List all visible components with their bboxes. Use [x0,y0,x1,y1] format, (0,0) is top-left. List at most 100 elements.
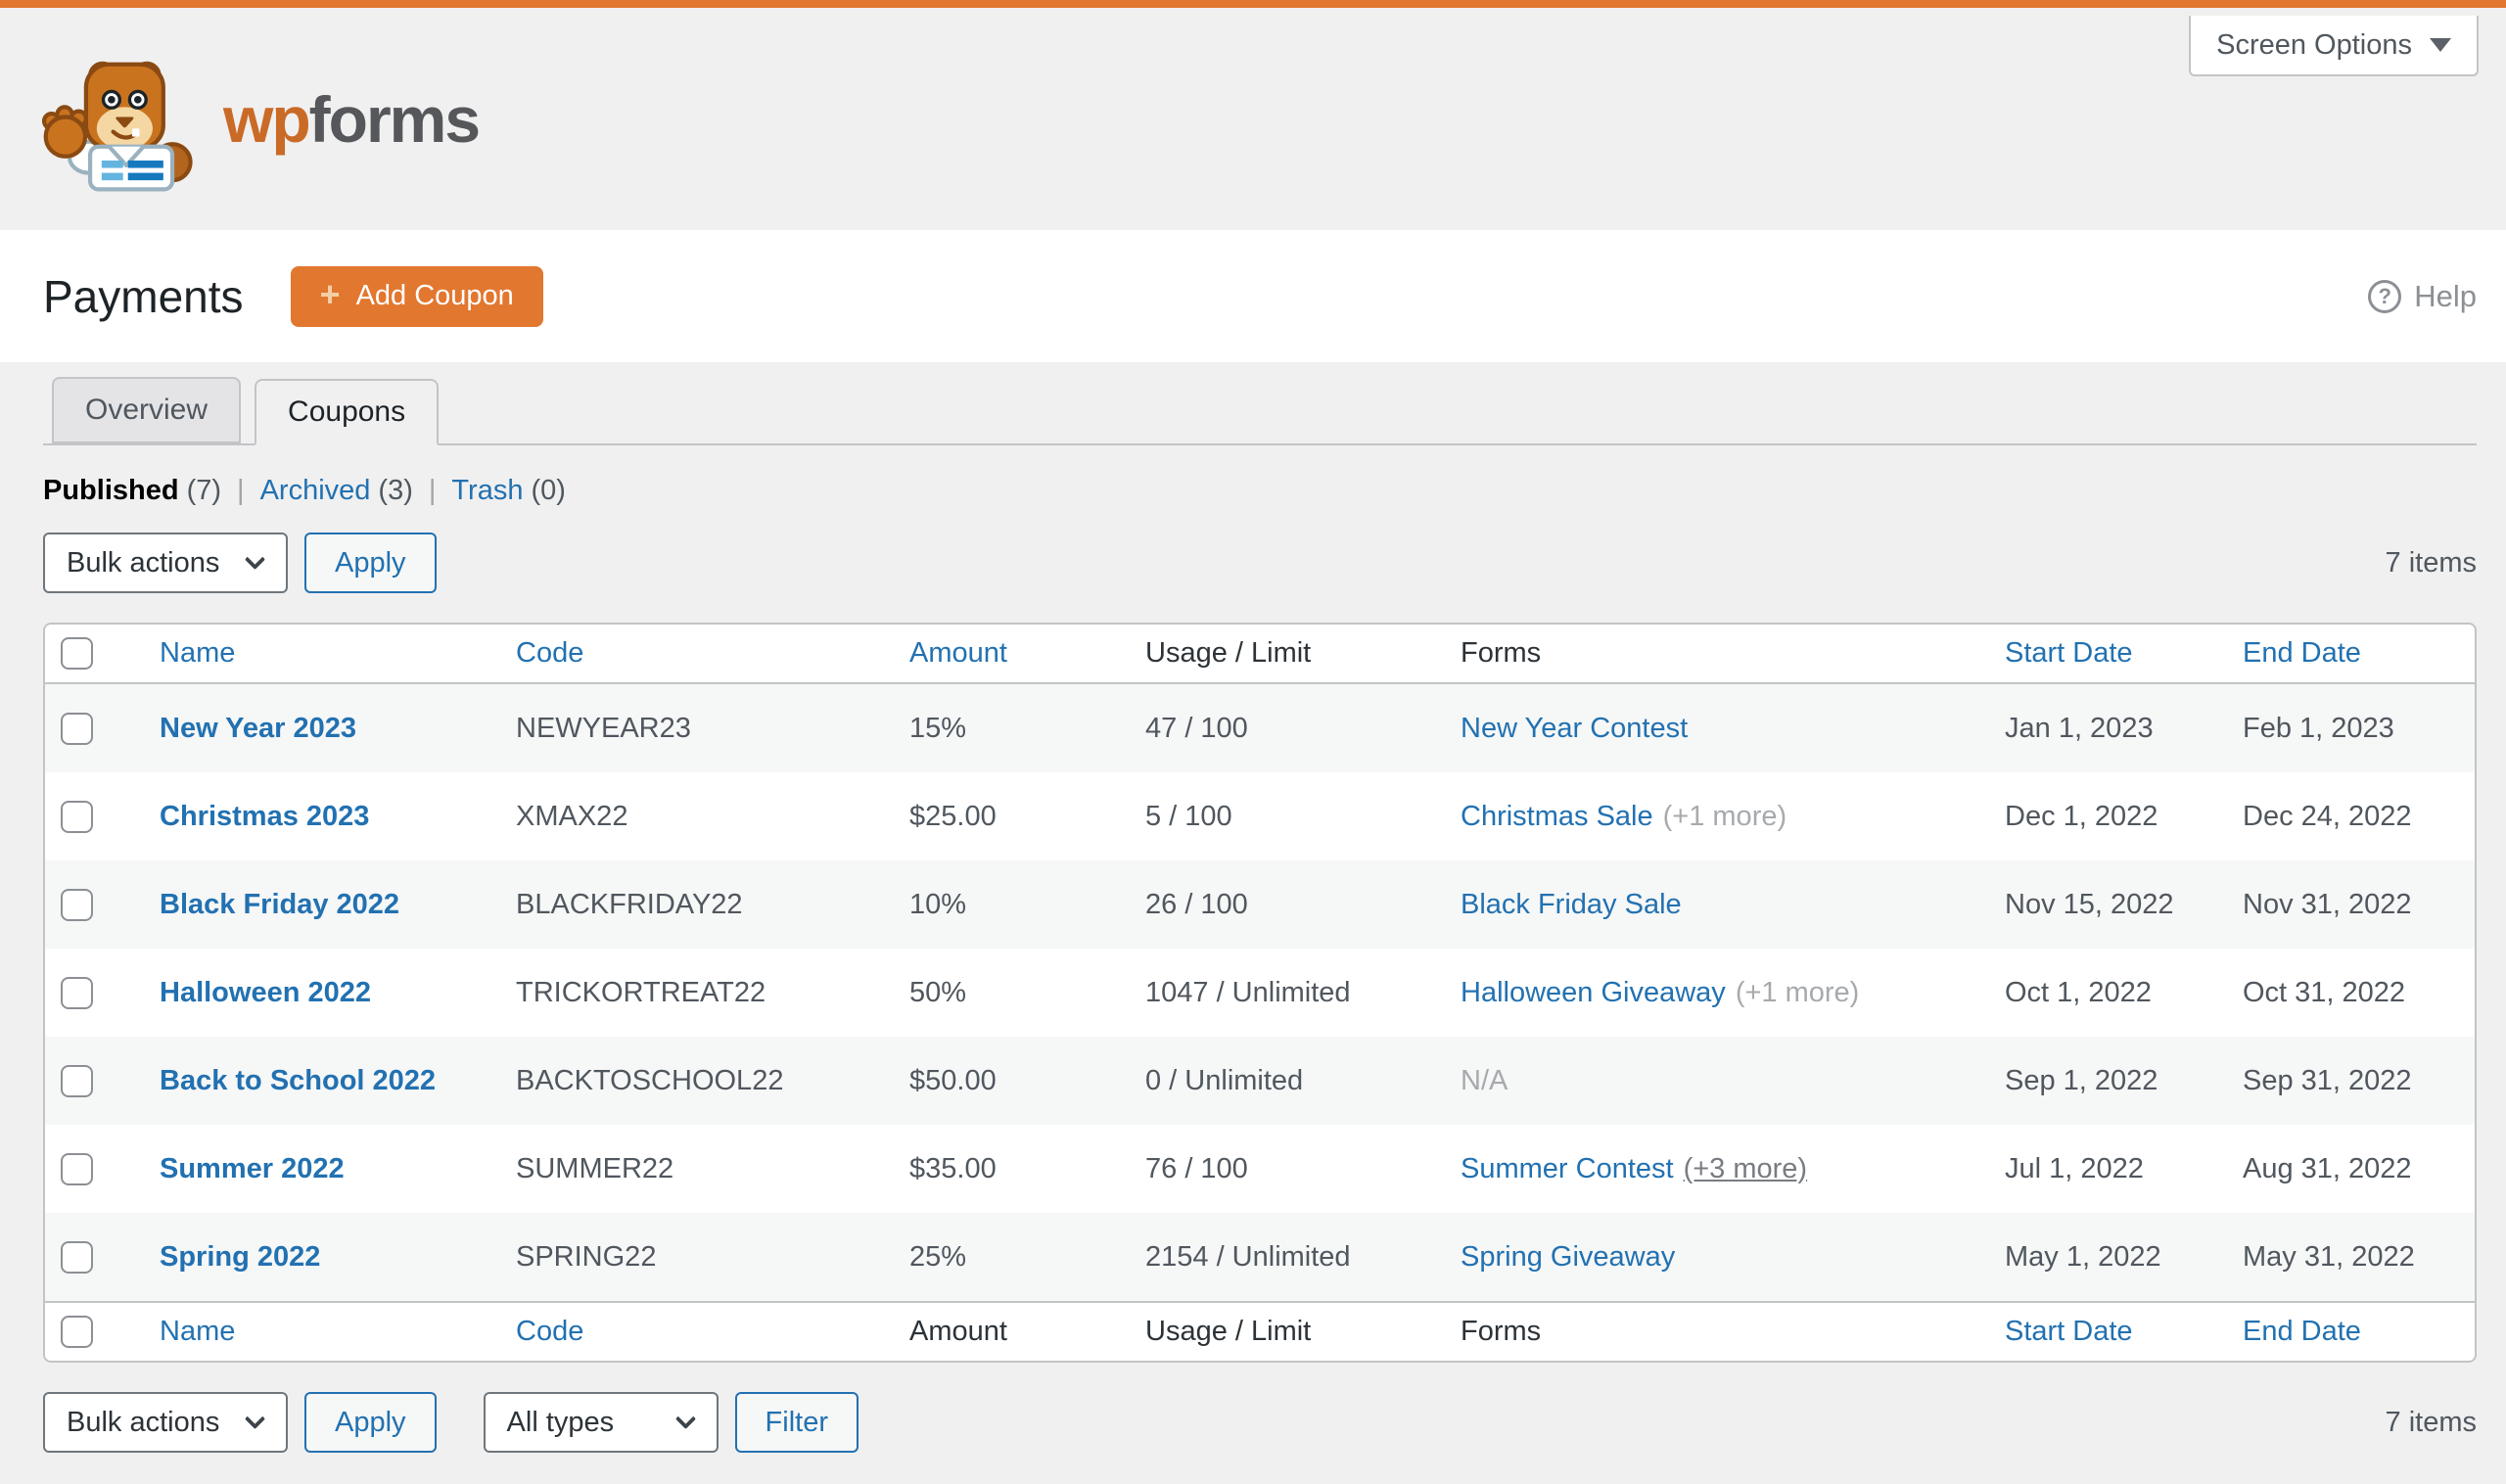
column-label-name[interactable]: Name [160,637,236,669]
form-link[interactable]: Spring Giveaway [1461,1240,1676,1273]
row-checkbox[interactable] [61,976,93,1009]
bulk-actions-value: Bulk actions [67,546,220,579]
table-row: Spring 2022 SPRING22 25% 2154 / Unlimited Sp… [45,1213,2475,1301]
help-link[interactable]: ? Help [2368,279,2477,314]
column-header-end-date: End Date [2227,1301,2475,1361]
coupons-table: Name Code Amount Usage / Limit Forms Start Da… [43,623,2477,1363]
chevron-down-icon [244,548,266,570]
coupon-name-link[interactable]: New Year 2023 [160,712,357,744]
filter-trash[interactable]: Trash (0) [451,475,566,506]
coupon-usage-cell: 5 / 100 [1145,800,1232,832]
row-checkbox-cell [45,1125,144,1213]
filter-button[interactable]: Filter [734,1392,859,1453]
items-count: 7 items [2385,1406,2477,1438]
end-date-cell: Nov 31, 2022 [2243,888,2412,920]
coupon-name-link[interactable]: Black Friday 2022 [160,888,400,920]
apply-button-bottom[interactable]: Apply [304,1392,437,1453]
form-link[interactable]: New Year Contest [1461,712,1689,744]
column-header-code: Code [500,1301,894,1361]
coupon-name-link[interactable]: Halloween 2022 [160,976,371,1008]
column-label-code[interactable]: Code [516,637,584,669]
end-date-cell: Oct 31, 2022 [2243,976,2406,1008]
column-header-amount: Amount [894,1301,1130,1361]
column-header-forms: Forms [1445,1301,1989,1361]
page-title-bar: Payments + Add Coupon ? Help [0,230,2506,362]
form-link[interactable]: Summer Contest [1461,1152,1674,1184]
logotype-forms: forms [308,82,481,156]
coupon-amount-cell: 50% [909,976,967,1008]
coupon-code-cell: XMAX22 [516,800,628,832]
table-header-row: Name Code Amount Usage / Limit Forms Start Da… [45,625,2475,684]
coupon-forms-cell: N/A [1445,1037,1989,1125]
coupon-forms-cell: Halloween Giveaway (+1 more) [1445,949,1989,1037]
bulk-actions-select-bottom[interactable]: Bulk actions [43,1392,288,1453]
table-row: New Year 2023 NEWYEAR23 15% 47 / 100 New Yea… [45,684,2475,772]
coupon-name-link[interactable]: Christmas 2023 [160,800,370,832]
coupon-name-link[interactable]: Back to School 2022 [160,1064,437,1096]
caret-down-icon [2430,38,2451,52]
row-checkbox[interactable] [61,1152,93,1185]
column-label-code[interactable]: Code [516,1316,584,1347]
plus-icon: + [319,274,341,314]
status-filter-links: Published (7) | Archived (3) | Trash (0) [43,475,2477,507]
coupon-name-link[interactable]: Summer 2022 [160,1152,345,1184]
logotype-wp: wp [223,82,311,156]
form-link[interactable]: Halloween Giveaway [1461,976,1726,1008]
column-header-amount: Amount [894,625,1130,684]
row-checkbox[interactable] [61,1240,93,1274]
column-header-end-date: End Date [2227,625,2475,684]
filter-separator: | [428,475,437,506]
start-date-cell: Oct 1, 2022 [2005,976,2152,1008]
items-count: 7 items [2385,546,2477,579]
add-coupon-button[interactable]: + Add Coupon [290,265,543,327]
column-label-name[interactable]: Name [160,1316,236,1347]
apply-button[interactable]: Apply [304,533,437,593]
row-checkbox[interactable] [61,1064,93,1097]
filter-published[interactable]: Published (7) [43,475,222,506]
column-label-end-date[interactable]: End Date [2243,1316,2361,1347]
filter-archived[interactable]: Archived (3) [259,475,413,506]
end-date-cell: Dec 24, 2022 [2243,800,2412,832]
start-date-cell: Jul 1, 2022 [2005,1152,2144,1184]
brand-header: wpforms Screen Options [0,8,2506,230]
column-label-start-date[interactable]: Start Date [2005,637,2133,669]
end-date-cell: Feb 1, 2023 [2243,712,2394,744]
select-all-checkbox-bottom[interactable] [61,1316,93,1348]
coupon-forms-cell: Christmas Sale (+1 more) [1445,772,1989,860]
tab-coupons[interactable]: Coupons [255,379,440,445]
column-label-amount[interactable]: Amount [909,637,1007,669]
bulk-actions-select[interactable]: Bulk actions [43,533,288,593]
coupon-usage-cell: 76 / 100 [1145,1152,1248,1184]
row-checkbox-cell [45,1037,144,1125]
row-checkbox[interactable] [61,712,93,745]
end-date-cell: Sep 31, 2022 [2243,1064,2412,1096]
coupon-name-cell: Christmas 2023 [144,772,500,860]
forms-more-text[interactable]: (+3 more) [1683,1152,1808,1184]
content-area: Overview Coupons Published (7) | Archived… [0,377,2506,1453]
screen-options-button[interactable]: Screen Options [2189,16,2479,76]
select-all-checkbox[interactable] [61,637,93,670]
form-link[interactable]: Christmas Sale [1461,800,1653,832]
column-label-start-date[interactable]: Start Date [2005,1316,2133,1347]
chevron-down-icon [244,1408,266,1429]
filter-separator: | [237,475,245,506]
coupon-code-cell: BACKTOSCHOOL22 [516,1064,784,1096]
column-header-usage-limit: Usage / Limit [1130,625,1445,684]
form-link[interactable]: Black Friday Sale [1461,888,1682,920]
coupon-code-cell: BLACKFRIDAY22 [516,888,743,920]
column-header-start-date: Start Date [1989,1301,2227,1361]
coupon-forms-cell: Summer Contest (+3 more) [1445,1125,1989,1213]
help-label: Help [2414,278,2477,313]
coupon-name-link[interactable]: Spring 2022 [160,1240,321,1273]
row-checkbox[interactable] [61,800,93,833]
coupon-forms-cell: Spring Giveaway [1445,1213,1989,1301]
wpforms-logotype: wpforms [223,87,481,152]
coupon-type-select[interactable]: All types [483,1392,719,1453]
row-checkbox[interactable] [61,888,93,921]
coupon-code-cell: SUMMER22 [516,1152,674,1184]
coupon-usage-cell: 0 / Unlimited [1145,1064,1304,1096]
screen-options-label: Screen Options [2216,28,2412,61]
column-label-end-date[interactable]: End Date [2243,637,2361,669]
tab-overview[interactable]: Overview [52,377,242,443]
coupon-usage-cell: 2154 / Unlimited [1145,1240,1351,1273]
